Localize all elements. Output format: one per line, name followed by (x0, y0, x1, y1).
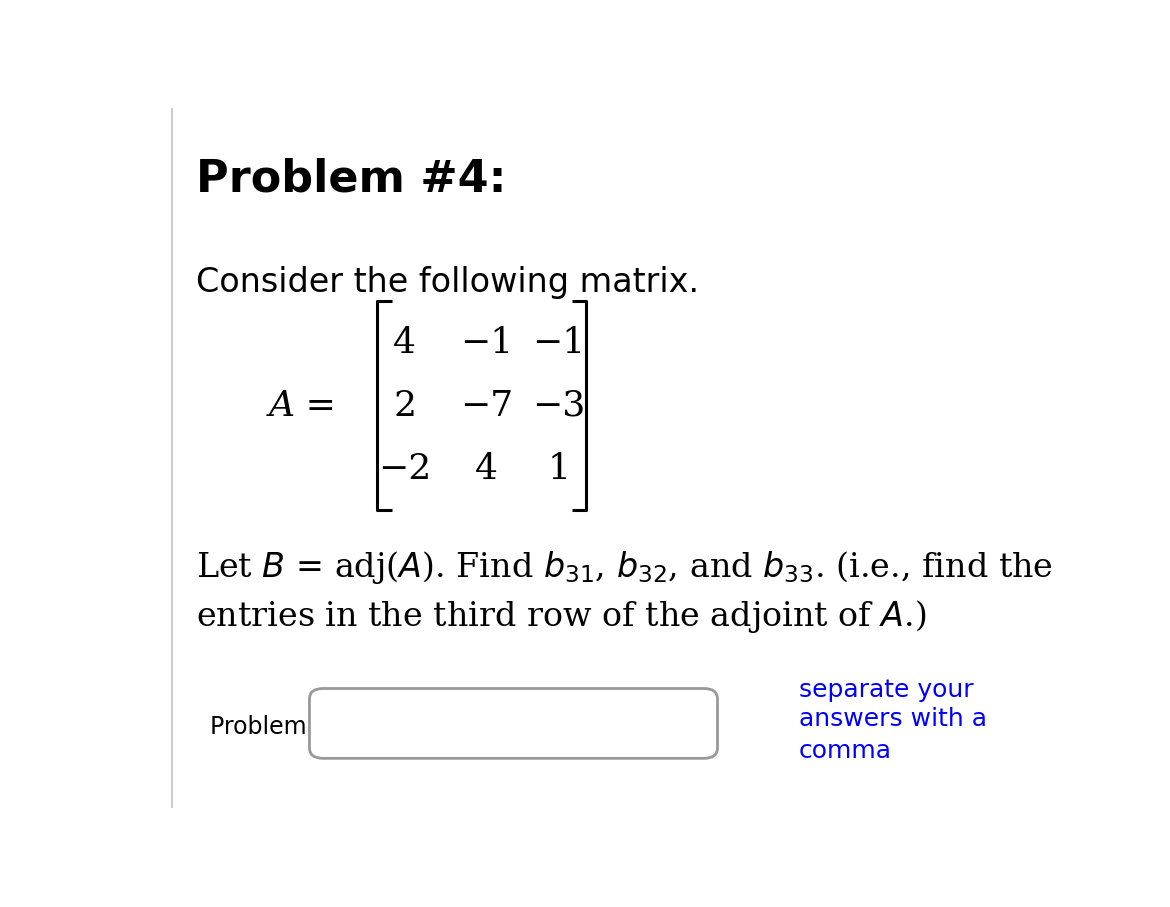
Text: Consider the following matrix.: Consider the following matrix. (197, 266, 700, 299)
Text: −1: −1 (460, 326, 512, 360)
Text: 2: 2 (393, 389, 417, 423)
Text: 4: 4 (475, 452, 497, 485)
Text: −1: −1 (532, 326, 585, 360)
Text: Let $B$ = adj($A$). Find $b_{31}$, $b_{32}$, and $b_{33}$. (i.e., find the: Let $B$ = adj($A$). Find $b_{31}$, $b_{3… (197, 549, 1053, 586)
Text: A =: A = (269, 389, 337, 423)
Text: −3: −3 (532, 389, 585, 423)
Text: 1: 1 (548, 452, 570, 485)
Text: answers with a: answers with a (799, 707, 987, 731)
Text: separate your: separate your (799, 678, 973, 702)
Text: comma: comma (799, 739, 892, 764)
Text: Problem #4:: Problem #4: (197, 158, 507, 200)
Text: −2: −2 (378, 452, 432, 485)
Text: −7: −7 (460, 389, 512, 423)
Text: 4: 4 (393, 326, 417, 360)
Text: Problem  #4:: Problem #4: (209, 715, 364, 739)
Text: entries in the third row of the adjoint of $A$.): entries in the third row of the adjoint … (197, 598, 927, 635)
FancyBboxPatch shape (309, 688, 717, 758)
